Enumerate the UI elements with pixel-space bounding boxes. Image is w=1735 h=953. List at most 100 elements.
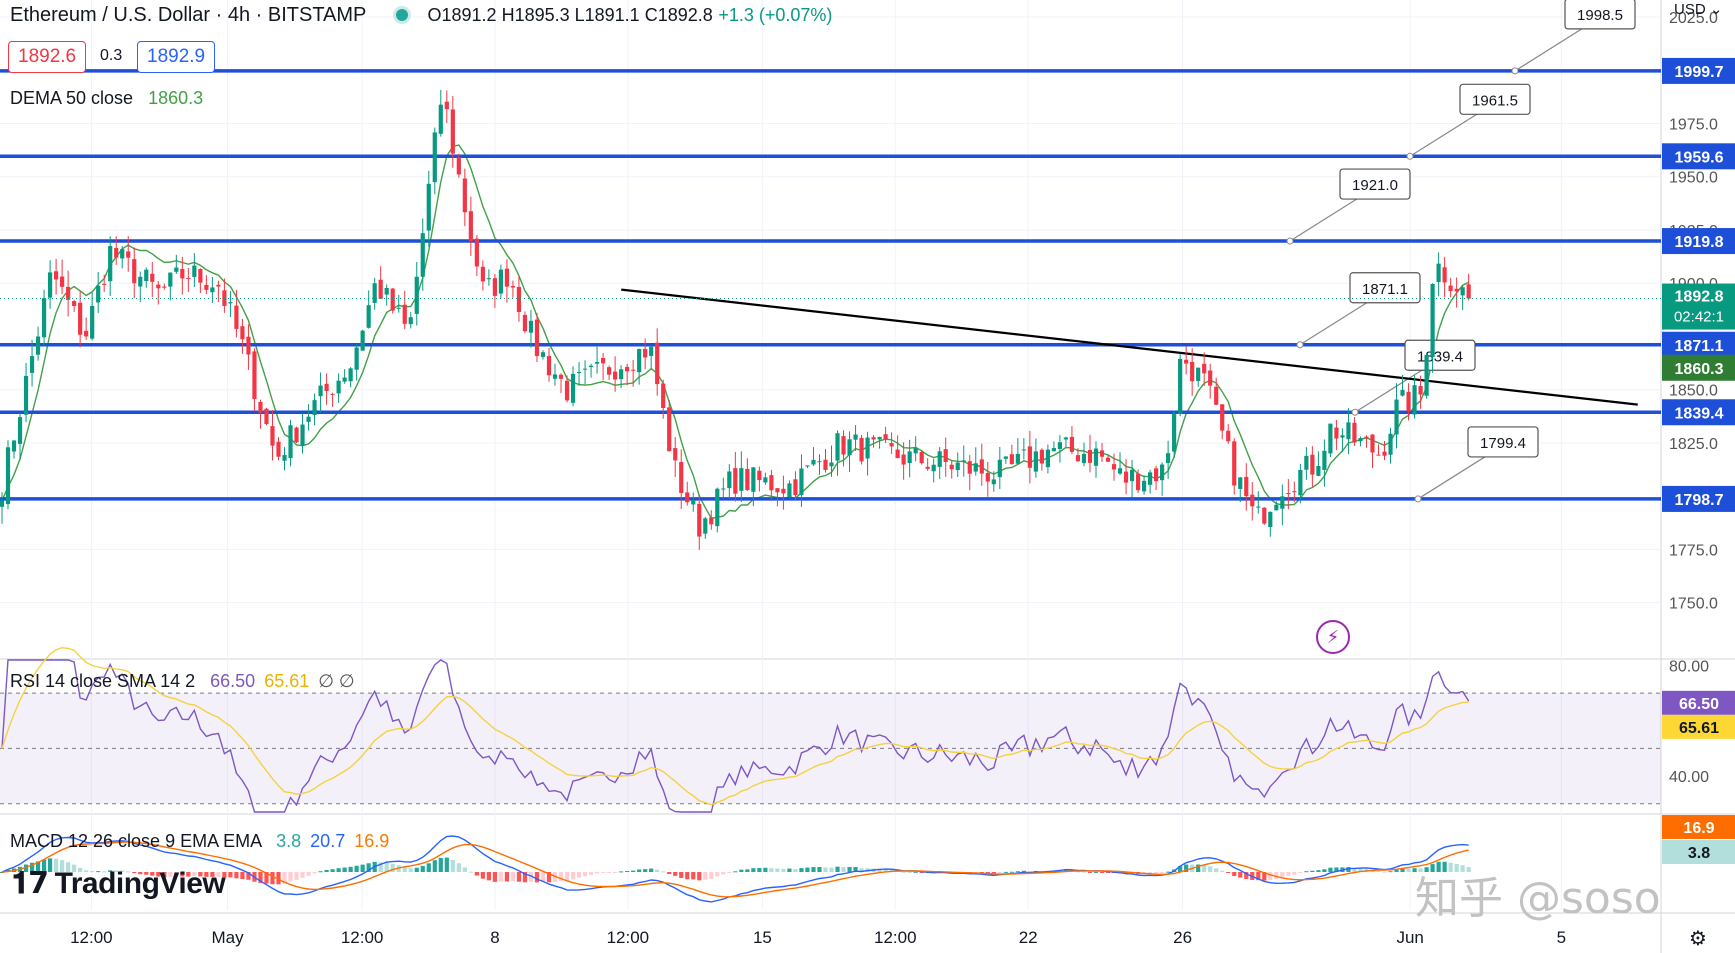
candle-body xyxy=(853,434,858,440)
candle-body xyxy=(649,346,654,356)
macd-hist-bar xyxy=(390,863,395,872)
candle-body xyxy=(937,451,942,467)
macd-hist-bar xyxy=(438,857,443,872)
macd-hist-bar xyxy=(216,872,221,877)
macd-hist-bar xyxy=(1178,866,1183,872)
currency-selector[interactable]: USD ⌄ xyxy=(1674,1,1723,18)
sell-button[interactable]: 1892.6 xyxy=(8,41,87,73)
macd-hist-bar xyxy=(1286,872,1291,876)
x-tick-label: 12:00 xyxy=(607,928,650,947)
candle-body xyxy=(426,183,431,231)
candle-body xyxy=(625,366,630,372)
dema-price-tag xyxy=(1662,354,1735,381)
candle-body xyxy=(420,233,425,277)
candle-body xyxy=(685,492,690,503)
macd-legend[interactable]: MACD 12 26 close 9 EMA EMA 3.8 20.7 16.9 xyxy=(10,831,389,852)
candle-body xyxy=(637,349,642,373)
main-pane: 1998.5 1999.7 1961.5 1959.6 1921.0 1919.8 1871… xyxy=(0,0,1735,550)
callout-anchor xyxy=(1511,67,1519,75)
callout-anchor xyxy=(1351,408,1359,416)
candle-body xyxy=(23,375,29,415)
dema-legend[interactable]: DEMA 50 close 1860.3 xyxy=(10,88,203,109)
buy-button[interactable]: 1892.9 xyxy=(137,41,216,73)
candle-body xyxy=(312,400,317,415)
x-tick-label: 8 xyxy=(490,928,499,947)
macd-hist-bar xyxy=(1166,871,1171,873)
macd-hist-bar xyxy=(1244,872,1249,880)
macd-hist-bar xyxy=(240,872,245,880)
candle-body xyxy=(721,488,726,490)
callout-box xyxy=(1467,426,1539,458)
tradingview-logo[interactable]: 𝟏𝟳 TradingView xyxy=(12,866,226,901)
symbol-title[interactable]: Ethereum / U.S. Dollar · 4h · BITSTAMP xyxy=(10,4,367,26)
macd-hist-bar xyxy=(138,872,143,875)
candle-body xyxy=(859,437,864,462)
macd-hist-bar xyxy=(156,872,161,877)
macd-hist-bar xyxy=(186,872,191,877)
callout-leader xyxy=(1417,454,1489,500)
candle-body xyxy=(96,285,101,303)
candle-body xyxy=(510,286,516,288)
candle-body xyxy=(1310,454,1315,475)
macd-hist-bar xyxy=(492,872,497,882)
candle-body xyxy=(1075,455,1081,462)
rsi-legend[interactable]: RSI 14 close SMA 14 2 66.50 65.61 ∅ ∅ xyxy=(10,671,355,692)
rsi-pane xyxy=(0,660,1661,812)
candle-body xyxy=(126,251,131,258)
candle-body xyxy=(402,304,407,324)
candle-body xyxy=(1322,450,1327,470)
macd-hist-bar xyxy=(901,871,906,873)
macd-hist-bar xyxy=(1003,871,1008,873)
macd-hist-bar xyxy=(1123,872,1129,874)
macd-hist-bar xyxy=(264,872,269,884)
macd-hist-bar xyxy=(1202,865,1207,872)
candle-body xyxy=(408,317,413,325)
macd-hist-bar xyxy=(462,867,467,872)
macd-hist-bar xyxy=(811,867,816,872)
candle-body xyxy=(1147,472,1153,485)
candle-body xyxy=(829,462,834,467)
macd-hist-bar xyxy=(1160,872,1165,873)
macd-hist-bar xyxy=(522,872,528,883)
candle-body xyxy=(156,284,161,289)
x-tick-label: 12:00 xyxy=(70,928,113,947)
candle-body xyxy=(1178,358,1183,414)
level-price-label: 1959.6 xyxy=(1675,149,1724,166)
candle-body xyxy=(823,459,828,470)
macd-hist-bar xyxy=(1382,871,1387,873)
candle-body xyxy=(1454,288,1459,292)
candle-body xyxy=(0,500,5,507)
candle-body xyxy=(979,459,984,474)
macd-hist-bar xyxy=(276,872,281,885)
macd-hist-bar xyxy=(691,872,696,880)
macd-hist-bar xyxy=(300,872,305,878)
macd-hist-bar xyxy=(402,867,407,872)
candle-body xyxy=(1117,468,1123,474)
candle-body xyxy=(787,483,792,498)
rsi-line xyxy=(1,659,1470,813)
macd-hist-bar xyxy=(679,872,684,878)
level-price-tag xyxy=(1662,485,1735,512)
candle-body xyxy=(366,305,371,328)
candle-body xyxy=(973,463,978,472)
macd-hist-bar xyxy=(1274,872,1279,879)
macd-hist-bar xyxy=(1442,861,1447,872)
candle-body xyxy=(619,369,624,380)
macd-hist-bar xyxy=(667,872,672,875)
macd-hist-bar xyxy=(594,872,600,874)
macd-hist-bar xyxy=(751,868,756,872)
lightning-icon[interactable]: ⚡ xyxy=(1316,620,1350,654)
candle-body xyxy=(378,279,383,299)
candle-body xyxy=(210,287,215,293)
candle-body xyxy=(967,461,972,474)
candle-body xyxy=(1105,457,1111,462)
macd-hist-bar xyxy=(174,872,179,877)
macd-hist-bar xyxy=(763,867,768,872)
macd-hist-bar xyxy=(570,872,576,880)
macd-hist-bar xyxy=(54,858,59,872)
macd-hist-bar xyxy=(631,870,636,872)
callout-box xyxy=(1564,0,1636,30)
candle-body xyxy=(17,417,23,444)
watermark: 知乎 @soso xyxy=(1415,873,1661,924)
